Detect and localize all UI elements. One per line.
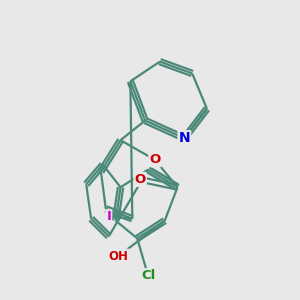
Text: Cl: Cl [141, 269, 155, 282]
Text: OH: OH [109, 250, 128, 262]
Text: N: N [178, 131, 190, 145]
Text: O: O [135, 173, 146, 186]
Text: O: O [149, 153, 161, 166]
Text: I: I [106, 210, 111, 223]
